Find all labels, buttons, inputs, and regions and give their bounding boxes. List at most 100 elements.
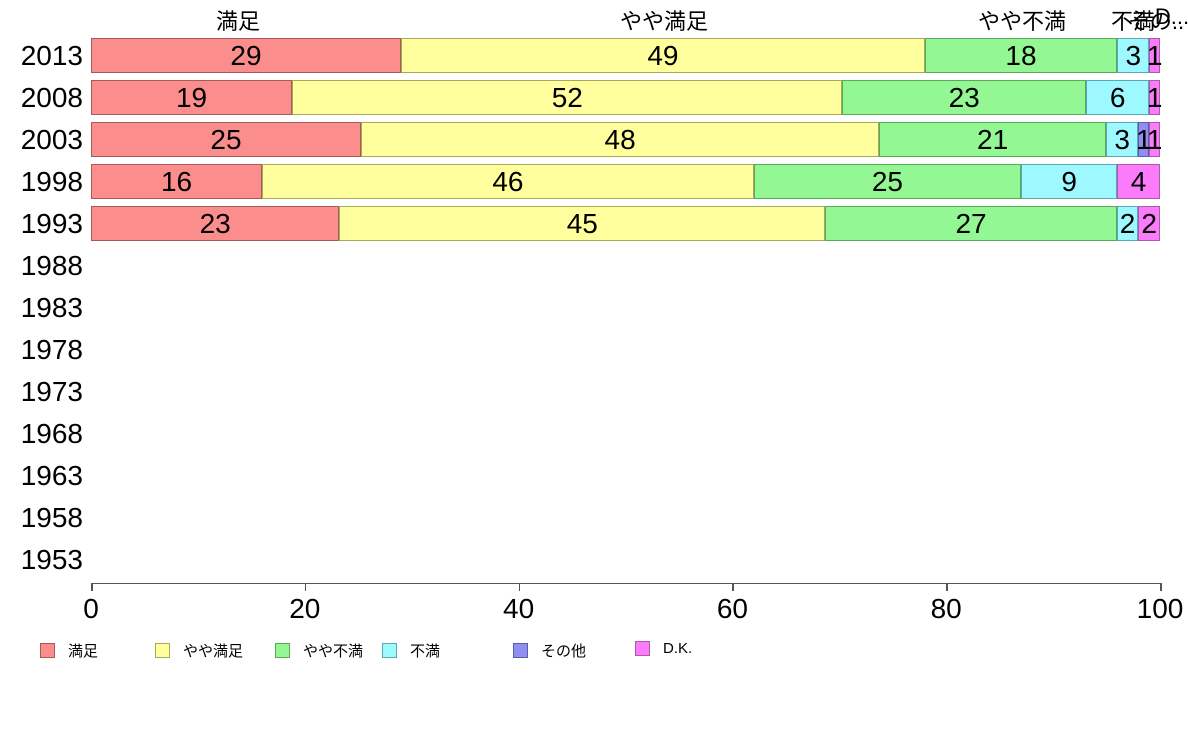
column-header-satisfied: 満足 <box>215 9 261 34</box>
year-label-1988: 1988 <box>20 249 83 281</box>
segment-value: 4 <box>1130 165 1147 197</box>
segment-value: 16 <box>160 165 193 197</box>
segment-value: 1 <box>1146 81 1163 113</box>
bar-segment-1993-somewhat-dissatisfied: 27 <box>825 206 1117 241</box>
legend-item-other: その他 <box>513 640 586 661</box>
segment-value: 23 <box>948 81 980 113</box>
bar-2008: 19 52 23 6 1 <box>91 80 1163 115</box>
legend-label-dissatisfied: 不満 <box>410 643 441 660</box>
segment-value: 52 <box>551 81 583 113</box>
year-label-2008: 2008 <box>20 81 83 113</box>
bar-segment-1993-dk: 2 <box>1138 206 1160 241</box>
bar-segment-2013-satisfied: 29 <box>91 38 401 73</box>
legend-swatch-somewhat-dissatisfied <box>275 643 290 658</box>
bar-segment-2008-somewhat-dissatisfied: 23 <box>842 80 1086 115</box>
legend-item-somewhat-dissatisfied: やや不満 <box>275 640 363 661</box>
segment-value: 1 <box>1146 39 1163 71</box>
segment-value: 25 <box>210 123 242 155</box>
year-label-1993: 1993 <box>20 207 83 239</box>
bar-segment-2013-dissatisfied: 3 <box>1117 38 1150 73</box>
bar-2003: 25 48 21 3 1 1 <box>91 122 1163 157</box>
legend-item-somewhat-satisfied: やや満足 <box>155 640 243 661</box>
segment-value: 1 <box>1135 123 1152 155</box>
x-axis-tick <box>1160 583 1162 591</box>
segment-value: 6 <box>1109 81 1126 113</box>
bar-segment-1993-somewhat-satisfied: 45 <box>339 206 826 241</box>
year-label-1958: 1958 <box>20 501 83 533</box>
x-axis-tick <box>91 583 93 591</box>
segment-value: 1 <box>1146 123 1163 155</box>
legend-swatch-somewhat-satisfied <box>155 643 170 658</box>
legend-swatch-dissatisfied <box>382 643 397 658</box>
bar-segment-2003-somewhat-satisfied: 48 <box>360 122 880 157</box>
x-axis-tick <box>946 583 948 591</box>
x-axis-tick <box>732 583 734 591</box>
segment-value: 21 <box>977 123 1009 155</box>
x-axis-tick-label: 20 <box>289 593 321 624</box>
bar-segment-2003-somewhat-dissatisfied: 21 <box>879 122 1106 157</box>
legend-swatch-satisfied <box>40 643 55 658</box>
bar-segment-1998-somewhat-dissatisfied: 25 <box>753 164 1022 199</box>
legend-swatch-dk <box>635 641 650 656</box>
bar-1993: 23 45 27 2 2 <box>91 206 1160 241</box>
bar-segment-2003-dissatisfied: 3 <box>1105 122 1139 157</box>
legend-label-other: その他 <box>541 643 587 660</box>
bar-segment-1993-satisfied: 23 <box>91 206 340 241</box>
x-axis-line <box>91 583 1161 584</box>
bar-segment-2003-other: 1 <box>1135 122 1152 157</box>
segment-value: 2 <box>1141 207 1157 239</box>
x-axis-tick <box>304 583 307 591</box>
bar-segment-1998-dissatisfied: 9 <box>1021 164 1118 199</box>
segment-value: 48 <box>604 123 636 155</box>
bar-segment-1993-dissatisfied: 2 <box>1116 206 1139 241</box>
column-header-other: その.. <box>1127 9 1185 34</box>
bar-segment-1998-satisfied: 16 <box>91 164 263 199</box>
legend-label-somewhat-satisfied: やや満足 <box>183 643 244 660</box>
segment-value: 9 <box>1061 165 1077 197</box>
year-label-1978: 1978 <box>20 333 83 365</box>
x-axis-tick <box>518 583 521 591</box>
column-header-somewhat-dissatisfied: やや不満 <box>977 9 1067 34</box>
bar-segment-2008-satisfied: 19 <box>91 80 293 115</box>
column-header-dissatisfied: 不満 <box>1110 9 1156 34</box>
x-axis-tick-label: 80 <box>930 593 962 624</box>
bar-segment-2013-somewhat-satisfied: 49 <box>401 38 925 73</box>
x-axis-tick-label: 100 <box>1136 593 1184 624</box>
segment-value: 23 <box>199 207 231 239</box>
segment-value: 27 <box>955 207 987 239</box>
segment-value: 18 <box>1005 39 1037 71</box>
bar-segment-2003-satisfied: 25 <box>91 122 361 157</box>
segment-value: 25 <box>871 165 903 197</box>
x-axis-tick-label: 60 <box>716 593 748 624</box>
year-label-1973: 1973 <box>20 375 83 407</box>
legend-label-somewhat-dissatisfied: やや不満 <box>303 643 364 660</box>
bar-segment-1998-dk: 4 <box>1117 164 1160 199</box>
year-label-1953: 1953 <box>20 543 83 575</box>
x-axis-tick-label: 0 <box>83 593 99 624</box>
legend-label-dk: D.K. <box>663 640 693 657</box>
segment-value: 3 <box>1114 123 1130 155</box>
legend-item-satisfied: 満足 <box>40 640 98 661</box>
segment-value: 46 <box>492 165 524 197</box>
segment-value: 19 <box>175 81 208 113</box>
bar-segment-2003-dk: 1 <box>1146 122 1163 157</box>
legend-label-satisfied: 満足 <box>68 643 99 660</box>
year-label-1998: 1998 <box>20 165 83 197</box>
segment-value: 49 <box>647 39 679 71</box>
segment-value: 3 <box>1125 39 1142 71</box>
bar-segment-2008-dk: 1 <box>1146 80 1163 115</box>
bar-segment-2013-somewhat-dissatisfied: 18 <box>924 38 1118 73</box>
x-axis-tick-label: 40 <box>503 593 535 624</box>
bar-segment-2008-somewhat-satisfied: 52 <box>292 80 843 115</box>
bar-segment-1998-somewhat-satisfied: 46 <box>262 164 754 199</box>
bar-segment-2013-dk: 1 <box>1146 38 1163 73</box>
column-header-somewhat-satisfied: やや満足 <box>619 9 709 34</box>
bar-2013: 29 49 18 3 1 <box>91 38 1163 73</box>
legend-item-dissatisfied: 不満 <box>382 640 440 661</box>
year-label-1968: 1968 <box>20 417 83 449</box>
year-label-2003: 2003 <box>20 123 83 155</box>
legend-item-dk: D.K. <box>635 640 692 657</box>
segment-value: 29 <box>230 39 262 71</box>
segment-value: 2 <box>1119 207 1136 239</box>
